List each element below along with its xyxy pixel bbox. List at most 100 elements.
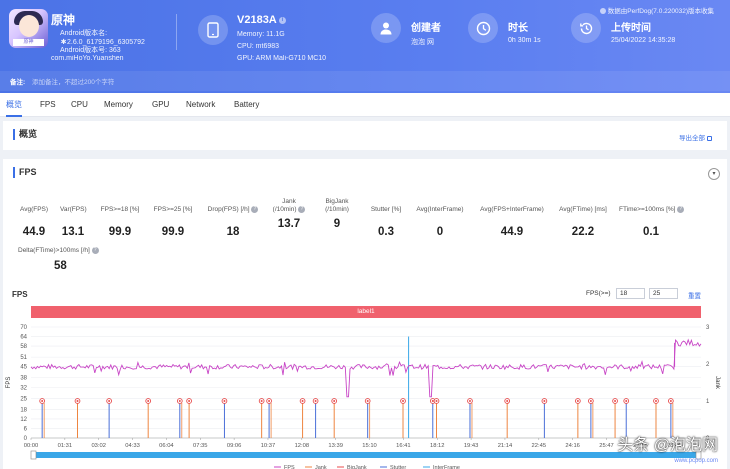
fps-line — [30, 338, 702, 398]
y2-axis: 0 1 2 3 Jank — [706, 325, 720, 442]
header: 原神 原神 Android版本名: ✱2.6.0_6179196_6305792… — [0, 0, 730, 93]
help-icon[interactable]: ? — [91, 247, 99, 254]
watermark: 头条 @泡泡网 www.pcpop.com — [617, 437, 718, 464]
x-tick-label: 16:41 — [396, 443, 411, 449]
legend-label: Jank — [315, 465, 327, 469]
metric-fps-ge-25: FPS>=25 [%] 99.9 — [153, 206, 193, 238]
chart-title: FPS — [12, 290, 28, 299]
phone-icon — [198, 15, 228, 45]
tab-fps[interactable]: FPS — [40, 100, 56, 109]
app-icon: 原神 — [9, 9, 48, 48]
bigjank-marker-dot — [314, 400, 317, 402]
label-bar[interactable]: label1 — [31, 306, 701, 318]
tab-overview[interactable]: 概览 — [6, 93, 22, 117]
x-tick-label: 10:37 — [261, 443, 276, 449]
help-icon[interactable]: ? — [677, 206, 685, 213]
bigjank-marker-dot — [147, 400, 150, 402]
bigjank-marker-dot — [178, 400, 181, 402]
bigjank-marker-dot — [669, 400, 672, 402]
fps-threshold-high-input[interactable]: 25 — [649, 288, 678, 299]
device-name: V2183A i — [237, 14, 286, 26]
x-tick-label: 07:35 — [193, 443, 208, 449]
perfdog-icon — [599, 8, 606, 15]
help-icon[interactable]: ? — [251, 206, 259, 213]
overview-title: 概览 — [13, 129, 37, 140]
y-tick-label: 12 — [20, 417, 27, 423]
note-bar: 备注: 添加备注，不超过200个字符 — [0, 71, 730, 91]
fps-threshold-low-input[interactable]: 18 — [616, 288, 645, 299]
tab-cpu[interactable]: CPU — [71, 100, 88, 109]
device-cpu: CPU: mt6983 — [237, 43, 280, 50]
upload-title: 上传时间 — [611, 23, 651, 34]
metric-fps-ge-18: FPS>=18 [%] 99.9 — [100, 206, 140, 238]
x-tick-label: 15:10 — [362, 443, 377, 449]
bigjank-marker-dot — [223, 400, 226, 402]
history-icon — [571, 13, 601, 43]
y-tick-label: 38 — [20, 376, 27, 382]
chevron-down-icon[interactable]: ▾ — [708, 168, 720, 180]
tab-gpu[interactable]: GPU — [152, 100, 170, 109]
y2-tick-label: 1 — [706, 399, 710, 405]
metric-avg-fps-interframe: Avg(FPS+InterFrame) 44.9 — [480, 206, 544, 238]
clock-icon — [468, 13, 498, 43]
tab-network[interactable]: Network — [186, 100, 216, 109]
legend-label: Stutter — [390, 465, 406, 469]
bigjank-marker-dot — [435, 400, 438, 402]
x-axis: 00:00 01:31 03:02 04:33 06:04 07:35 09:06 10:37… — [24, 437, 701, 449]
y-tick-label: 58 — [20, 344, 27, 350]
y-tick-label: 45 — [20, 365, 27, 371]
duration-value: 0h 30m 1s — [508, 37, 541, 44]
y2-tick-label: 2 — [706, 362, 710, 368]
note-input[interactable]: 添加备注，不超过200个字符 — [31, 79, 115, 86]
y2-axis-label: Jank — [714, 376, 720, 390]
metric-drop-fps: Drop(FPS) [/h] ? 18 — [206, 206, 260, 238]
tab-memory[interactable]: Memory — [104, 100, 133, 109]
metric-avg-ftime: Avg(FTime) [ms] 22.2 — [559, 206, 607, 238]
bigjank-marker-dot — [76, 400, 79, 402]
user-icon — [371, 13, 401, 43]
x-tick-label: 22:45 — [532, 443, 547, 449]
bigjank-marker-dot — [402, 400, 405, 402]
android-icon: ✱ — [60, 38, 67, 46]
reset-button[interactable]: 重置 — [688, 293, 701, 300]
y-tick-label: 32 — [20, 385, 27, 391]
export-all-button[interactable]: 导出全部 — [679, 132, 712, 142]
bigjank-marker-dot — [188, 400, 191, 402]
legend-label: BigJank — [347, 465, 367, 469]
y-axis: 0 6 12 18 25 32 38 45 51 58 64 70 FPS — [6, 325, 28, 442]
app-name: 原神 — [51, 13, 76, 27]
bigjank-marker-dot — [654, 400, 657, 402]
y-axis-label: FPS — [6, 377, 12, 389]
export-icon — [707, 135, 712, 141]
help-icon[interactable]: ? — [298, 206, 306, 213]
metric-avg-fps: Avg(FPS) 44.9 — [20, 206, 49, 238]
bigjank-marker-dot — [268, 400, 271, 402]
timeline-scrollbar — [30, 450, 702, 460]
perfdog-brand: 数据由PerfDog(7.0.220032)版本收集 — [599, 5, 714, 15]
x-tick-label: 21:14 — [498, 443, 513, 449]
metric-avg-interframe: Avg(InterFrame) 0 — [416, 206, 464, 238]
tab-battery[interactable]: Battery — [234, 100, 260, 109]
metric-var-fps: Var(FPS) 13.1 — [60, 206, 87, 238]
tab-bar: 概览 FPS CPU Memory GPU Network Battery — [0, 93, 730, 117]
upload-value: 25/04/2022 14:35:28 — [611, 37, 676, 44]
x-tick-label: 25:47 — [599, 443, 614, 449]
bigjank-marker-dot — [366, 400, 369, 402]
bigjank-marker-dot — [108, 400, 111, 402]
x-tick-label: 24:16 — [565, 443, 580, 449]
info-icon[interactable]: i — [278, 16, 286, 24]
metric-bigjank: BigJank (/10min) 9 — [325, 198, 349, 230]
y-tick-label: 64 — [20, 335, 27, 341]
scrollbar-track — [31, 452, 701, 458]
jank-bars — [41, 336, 674, 438]
duration-title: 时长 — [508, 23, 528, 34]
bigjank-marker-dot — [614, 400, 617, 402]
device-memory: Memory: 11.1G — [237, 31, 285, 38]
metric-jank: Jank (/10min) ? 13.7 — [270, 198, 308, 230]
bigjank-marker-dot — [301, 400, 304, 402]
x-tick-label: 09:06 — [227, 443, 242, 449]
fps-section-title: FPS — [13, 167, 37, 178]
bigjank-marker-dot — [589, 400, 592, 402]
y-tick-label: 70 — [20, 325, 27, 331]
